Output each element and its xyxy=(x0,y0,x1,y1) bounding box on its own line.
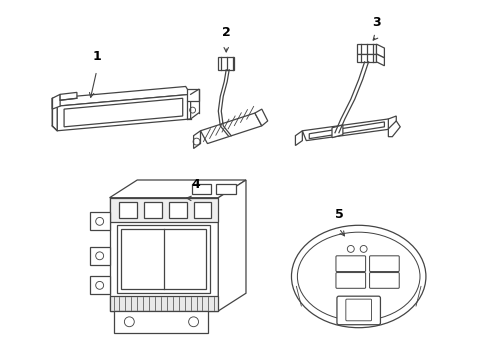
Polygon shape xyxy=(110,198,219,222)
Polygon shape xyxy=(194,202,211,219)
Text: 3: 3 xyxy=(372,16,381,29)
Polygon shape xyxy=(115,311,208,333)
Polygon shape xyxy=(192,184,211,194)
Polygon shape xyxy=(144,202,162,219)
Polygon shape xyxy=(122,229,206,289)
Polygon shape xyxy=(216,184,236,194)
FancyBboxPatch shape xyxy=(336,256,366,271)
Polygon shape xyxy=(219,180,246,311)
Polygon shape xyxy=(376,54,384,66)
Polygon shape xyxy=(57,94,191,131)
Polygon shape xyxy=(389,121,400,137)
Polygon shape xyxy=(357,54,376,62)
Polygon shape xyxy=(90,212,110,230)
Polygon shape xyxy=(302,119,392,141)
Polygon shape xyxy=(118,225,210,293)
Polygon shape xyxy=(357,44,376,54)
Polygon shape xyxy=(90,276,110,294)
FancyBboxPatch shape xyxy=(346,299,371,321)
Polygon shape xyxy=(219,57,234,70)
Polygon shape xyxy=(169,202,187,219)
Ellipse shape xyxy=(292,225,426,328)
Polygon shape xyxy=(194,131,200,148)
Polygon shape xyxy=(52,94,60,109)
Polygon shape xyxy=(376,44,384,58)
FancyBboxPatch shape xyxy=(369,256,399,271)
Polygon shape xyxy=(389,116,396,129)
Polygon shape xyxy=(187,89,198,101)
Polygon shape xyxy=(52,86,191,106)
Polygon shape xyxy=(255,109,268,126)
Text: 2: 2 xyxy=(222,26,231,39)
Text: 1: 1 xyxy=(92,50,101,63)
Polygon shape xyxy=(332,125,343,138)
FancyBboxPatch shape xyxy=(337,296,380,325)
Polygon shape xyxy=(200,113,262,144)
Text: 5: 5 xyxy=(335,208,343,221)
Polygon shape xyxy=(110,296,219,311)
Polygon shape xyxy=(120,202,137,219)
Polygon shape xyxy=(64,98,183,127)
Polygon shape xyxy=(110,198,219,311)
FancyBboxPatch shape xyxy=(336,273,366,288)
Ellipse shape xyxy=(297,232,420,321)
Polygon shape xyxy=(90,247,110,265)
Text: 4: 4 xyxy=(191,179,200,192)
Polygon shape xyxy=(52,98,57,131)
Polygon shape xyxy=(110,180,246,198)
Polygon shape xyxy=(295,131,302,145)
Polygon shape xyxy=(309,122,384,139)
Polygon shape xyxy=(60,93,77,100)
FancyBboxPatch shape xyxy=(369,273,399,288)
